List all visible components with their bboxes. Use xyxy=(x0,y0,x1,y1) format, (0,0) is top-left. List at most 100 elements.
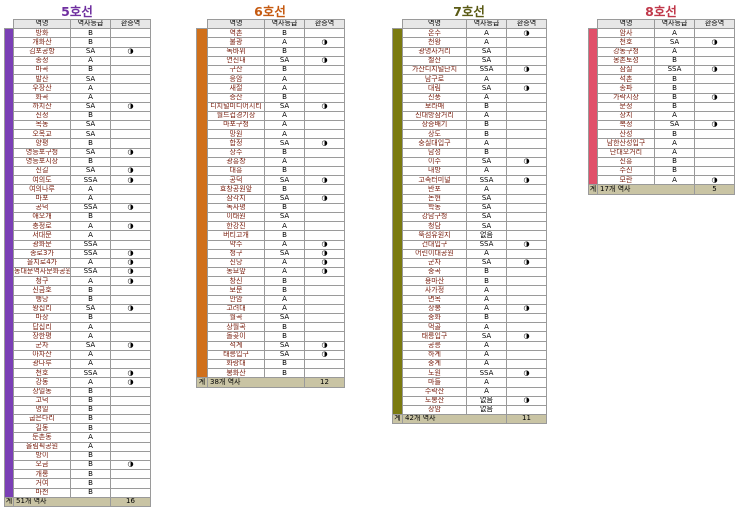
line-color-bar xyxy=(392,28,403,38)
transfer-mark: ◑ xyxy=(110,101,151,112)
station-row: 군자 SA ◑ xyxy=(4,340,151,351)
station-name: 공릉 xyxy=(402,340,467,351)
line-color-bar xyxy=(392,65,403,75)
station-name: 상월곡 xyxy=(207,322,265,333)
station-row: 연신내 SA ◑ xyxy=(196,55,345,66)
line-color-bar xyxy=(588,148,598,158)
station-row: 역촌 B xyxy=(196,28,345,39)
line-color-bar xyxy=(4,157,14,167)
line-color-bar xyxy=(392,322,403,332)
station-name: 안암 xyxy=(207,294,265,305)
station-grade: A xyxy=(264,294,305,305)
station-name: 학동 xyxy=(402,202,467,213)
station-grade: B xyxy=(264,92,305,103)
station-grade: B xyxy=(264,331,305,342)
station-grade: A xyxy=(70,257,111,269)
transfer-mark xyxy=(506,349,547,360)
station-name: 동묘앞 xyxy=(207,267,265,278)
transfer-mark xyxy=(304,230,345,241)
station-name: 상수 xyxy=(207,147,265,158)
station-grade: A xyxy=(70,276,111,287)
station-name: 개화산 xyxy=(13,37,71,48)
station-grade: B xyxy=(264,165,305,177)
line-color-bar xyxy=(4,194,14,204)
transfer-mark: ◑ xyxy=(304,340,345,351)
station-name: 종로3가 xyxy=(13,248,71,259)
station-name: 명일 xyxy=(13,404,71,416)
transfer-mark xyxy=(110,404,151,416)
station-grade: SA xyxy=(466,156,507,168)
line-color-bar xyxy=(196,313,208,323)
station-grade: SA xyxy=(466,202,507,213)
station-grade: SA xyxy=(654,120,695,131)
line-color-bar xyxy=(4,203,14,213)
transfer-mark xyxy=(110,478,151,489)
station-name: 석촌 xyxy=(597,74,655,85)
total-label: 계 xyxy=(4,496,14,507)
station-row: 신정 B xyxy=(4,110,151,122)
transfer-mark xyxy=(506,129,547,140)
station-name: 공덕 xyxy=(13,202,71,213)
line-color-bar xyxy=(196,359,208,369)
line-color-bar xyxy=(392,368,403,378)
station-row: 돌곶이 B xyxy=(196,331,345,342)
station-grade: SSA xyxy=(70,202,111,213)
station-grade: B xyxy=(466,276,507,287)
line-color-bar xyxy=(4,359,14,369)
station-row: 장한평 A xyxy=(4,331,151,342)
station-name: 온수 xyxy=(402,28,467,39)
transfer-mark xyxy=(110,120,151,131)
station-row: 마들 A xyxy=(392,377,547,388)
line-color-bar xyxy=(392,175,403,185)
station-grade: A xyxy=(466,285,507,296)
transfer-mark: ◑ xyxy=(304,239,345,250)
transfer-mark xyxy=(304,202,345,213)
station-grade: B xyxy=(466,120,507,131)
line-color-bar xyxy=(4,304,14,314)
station-row: 명일 B xyxy=(4,404,151,416)
transfer-mark xyxy=(304,64,345,76)
line-color-bar xyxy=(4,331,14,342)
line-color-bar xyxy=(588,93,598,103)
transfer-mark: ◑ xyxy=(304,349,345,360)
transfer-mark xyxy=(110,156,151,168)
station-name: 천호 xyxy=(13,368,71,379)
station-row: 마장 B xyxy=(4,312,151,324)
station-row: 중곡 B xyxy=(392,267,547,278)
total-label: 계 xyxy=(392,414,403,425)
station-grade: B xyxy=(264,322,305,333)
station-row: 상일동 B xyxy=(4,386,151,397)
station-name: 오금 xyxy=(13,459,71,471)
station-grade: A xyxy=(264,267,305,278)
line-color-bar xyxy=(4,93,14,103)
station-row: 한강진 A xyxy=(196,221,345,232)
station-grade: A xyxy=(466,248,507,259)
station-row: 마포 A xyxy=(4,193,151,204)
station-name: 보문 xyxy=(207,285,265,296)
transfer-mark xyxy=(110,432,151,443)
station-grade: A xyxy=(466,110,507,122)
station-row: 태릉입구 SA ◑ xyxy=(196,349,345,360)
station-row: 송파 B xyxy=(588,83,735,94)
transfer-mark xyxy=(304,28,345,39)
transfer-mark xyxy=(304,184,345,195)
station-row: 남한산성입구 A xyxy=(588,138,735,149)
station-name: 하계 xyxy=(402,349,467,360)
total-transfers: 12 xyxy=(304,377,345,388)
station-row: 보라매 B xyxy=(392,101,547,112)
station-grade: SA xyxy=(70,165,111,177)
station-grade: SSA xyxy=(70,267,111,278)
station-name: 봉화산 xyxy=(207,368,265,379)
transfer-mark xyxy=(304,331,345,342)
station-name: 월곡 xyxy=(207,312,265,324)
station-row: 약수 A ◑ xyxy=(196,239,345,250)
header-grade: 역사등급 xyxy=(466,18,507,30)
station-row: 발산 SA xyxy=(4,74,151,85)
station-name: 신금호 xyxy=(13,285,71,296)
line-color-bar xyxy=(196,295,208,305)
header-station: 역명 xyxy=(597,18,655,30)
transfer-mark: ◑ xyxy=(110,221,151,232)
header-spacer xyxy=(393,20,403,29)
line-color-bar xyxy=(392,230,403,240)
station-row: 버티고개 B xyxy=(196,230,345,241)
